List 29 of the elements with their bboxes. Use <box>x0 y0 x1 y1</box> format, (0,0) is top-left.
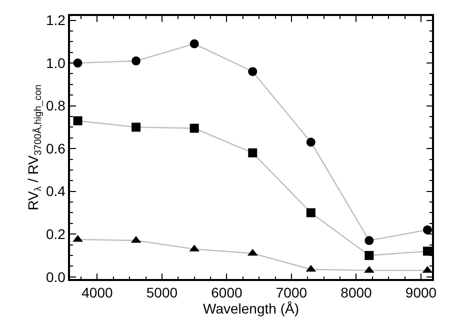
point <box>72 234 83 242</box>
x-tick-label: 5000 <box>146 284 178 301</box>
point <box>132 122 141 132</box>
point <box>306 138 316 147</box>
y-tick-label: 0.4 <box>46 183 66 200</box>
point <box>190 124 199 133</box>
point <box>73 58 82 68</box>
x-tick-label: 9000 <box>405 284 437 301</box>
x-tick-label: 4000 <box>82 284 113 301</box>
point <box>422 225 432 234</box>
point <box>248 148 258 158</box>
point <box>248 67 258 76</box>
point <box>190 39 199 48</box>
point <box>422 246 432 256</box>
point <box>132 56 141 66</box>
x-tick-label: 7000 <box>276 284 308 301</box>
y-tick-label: 0.0 <box>46 268 66 285</box>
y-tick-label: 0.2 <box>46 226 66 242</box>
y-tick-label: 0.8 <box>46 98 66 114</box>
point <box>364 236 374 246</box>
point <box>364 250 374 260</box>
y-tick-label: 0.6 <box>46 140 66 156</box>
x-tick-label: 6000 <box>211 284 242 301</box>
point <box>73 116 82 126</box>
point <box>306 208 316 218</box>
x-tick-label: 8000 <box>340 284 372 301</box>
y-tick-label: 1.0 <box>46 54 66 71</box>
y-tick-label: 1.2 <box>46 12 66 28</box>
x-axis-title: Wavelength (Å) <box>203 300 299 317</box>
